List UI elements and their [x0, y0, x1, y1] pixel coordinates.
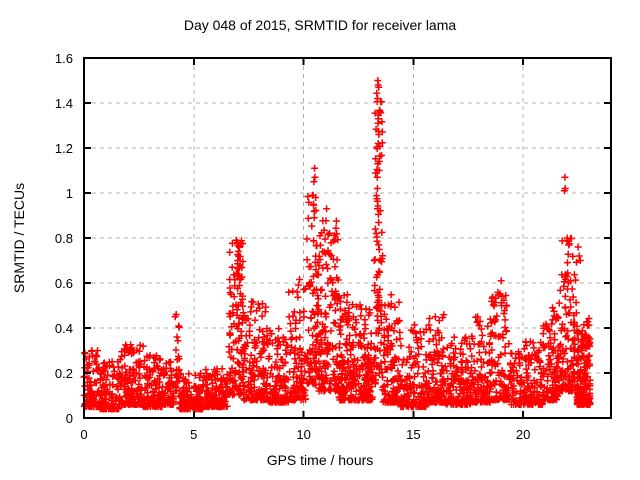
x-axis-label: GPS time / hours: [266, 452, 374, 468]
y-tick-label: 1: [66, 186, 73, 201]
y-tick-label: 0.8: [55, 231, 73, 246]
y-tick-label: 1.4: [55, 96, 73, 111]
y-tick-label: 0.6: [55, 276, 73, 291]
y-tick-label: 0: [66, 411, 73, 426]
y-tick-label: 0.4: [55, 321, 73, 336]
data-points: [80, 77, 594, 413]
x-tick-label: 10: [296, 427, 310, 442]
x-tick-label: 15: [406, 427, 420, 442]
x-tick-label: 20: [516, 427, 530, 442]
y-tick-label: 1.2: [55, 141, 73, 156]
x-tick-label: 0: [80, 427, 87, 442]
y-tick-label: 0.2: [55, 366, 73, 381]
y-tick-label: 1.6: [55, 51, 73, 66]
x-tick-label: 5: [190, 427, 197, 442]
chart-title: Day 048 of 2015, SRMTID for receiver lam…: [183, 17, 457, 33]
